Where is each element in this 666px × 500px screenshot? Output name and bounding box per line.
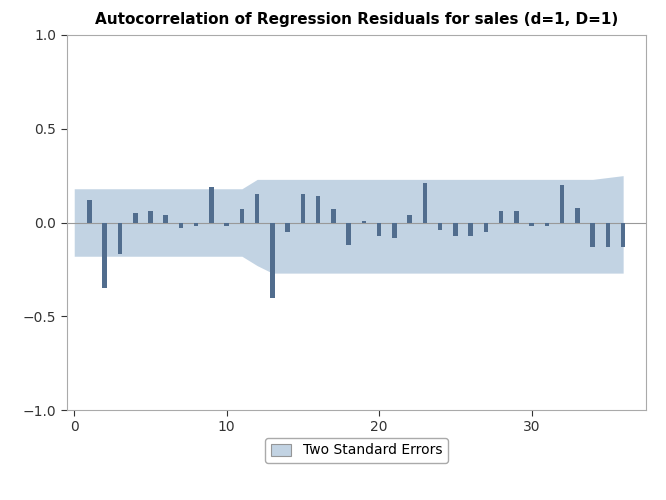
- Bar: [224, 222, 229, 226]
- Bar: [575, 208, 579, 222]
- Bar: [499, 211, 503, 222]
- X-axis label: Lag: Lag: [342, 443, 371, 461]
- Bar: [545, 222, 549, 226]
- Title: Autocorrelation of Regression Residuals for sales (d=1, D=1): Autocorrelation of Regression Residuals …: [95, 12, 618, 27]
- Bar: [468, 222, 473, 235]
- Bar: [133, 213, 137, 222]
- Bar: [178, 222, 183, 228]
- Bar: [194, 222, 198, 226]
- Bar: [392, 222, 397, 238]
- Bar: [331, 210, 336, 222]
- Bar: [408, 215, 412, 222]
- Bar: [286, 222, 290, 232]
- Bar: [377, 222, 382, 235]
- Bar: [87, 200, 92, 222]
- Bar: [590, 222, 595, 247]
- Bar: [209, 187, 214, 222]
- Bar: [484, 222, 488, 232]
- Bar: [621, 222, 625, 247]
- Bar: [148, 211, 153, 222]
- Bar: [438, 222, 442, 230]
- Bar: [270, 222, 275, 298]
- Bar: [316, 196, 320, 222]
- Bar: [514, 211, 519, 222]
- Bar: [255, 194, 260, 222]
- Bar: [118, 222, 123, 254]
- Legend: Two Standard Errors: Two Standard Errors: [265, 438, 448, 463]
- Bar: [346, 222, 351, 245]
- Bar: [529, 222, 534, 226]
- Bar: [240, 210, 244, 222]
- Bar: [453, 222, 458, 235]
- Bar: [163, 215, 168, 222]
- Bar: [560, 185, 565, 222]
- Bar: [300, 194, 305, 222]
- Bar: [605, 222, 610, 247]
- Bar: [423, 183, 427, 222]
- Bar: [103, 222, 107, 288]
- Bar: [362, 220, 366, 222]
